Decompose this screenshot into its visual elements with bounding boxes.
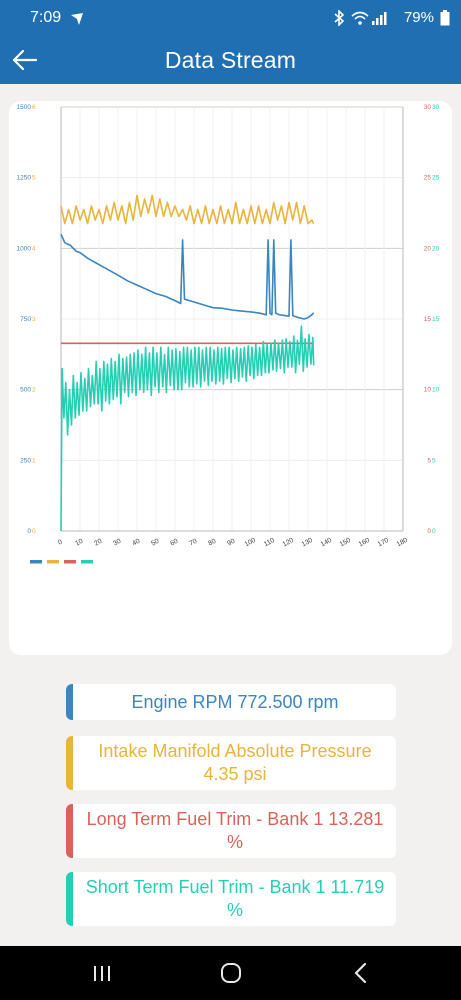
page-title: Data Stream — [164, 47, 297, 73]
reading-color-bar — [66, 736, 73, 790]
legend-swatch-map — [47, 560, 59, 564]
series-line-rpm — [60, 233, 315, 320]
x-tick-label: 170 — [377, 537, 390, 549]
y-tick-label-left-1: 750 — [20, 316, 31, 323]
x-tick-label: 90 — [226, 538, 236, 548]
legend-swatch-ltft — [64, 560, 76, 564]
x-tick-label: 140 — [320, 537, 333, 549]
y-tick-label-left-1: 250 — [20, 457, 31, 464]
wifi-icon — [351, 11, 369, 25]
x-tick-label: 30 — [112, 538, 122, 548]
series-line-stft — [60, 325, 315, 532]
y-tick-label-left-2: 6 — [32, 104, 36, 111]
y-tick-label-left-1: 0 — [27, 528, 31, 535]
app-bar: Data Stream — [0, 36, 461, 84]
x-tick-label: 50 — [150, 538, 160, 548]
y-tick-label-right-2: 10 — [432, 387, 440, 394]
y-tick-label-right-2: 20 — [432, 245, 440, 252]
x-tick-label: 60 — [169, 538, 179, 548]
back-icon[interactable] — [346, 958, 376, 988]
x-tick-label: 120 — [282, 537, 295, 549]
battery-icon — [440, 10, 450, 26]
y-tick-label-right-1: 5 — [427, 457, 431, 464]
recent-apps-icon[interactable] — [87, 958, 117, 988]
reading-long-term-fuel-trim[interactable]: Long Term Fuel Trim - Bank 1 13.281 % — [66, 804, 396, 858]
y-tick-label-left-2: 4 — [32, 245, 36, 252]
reading-label: Short Term Fuel Trim - Bank 1 11.719 % — [85, 877, 385, 920]
y-tick-label-right-1: 30 — [424, 104, 432, 111]
y-tick-label-right-2: 30 — [432, 104, 440, 111]
y-tick-label-right-1: 20 — [424, 245, 432, 252]
battery-percent: 79% — [403, 9, 434, 26]
y-tick-label-left-1: 1000 — [17, 245, 32, 252]
reading-label: Intake Manifold Absolute Pressure 4.35 p… — [98, 741, 372, 784]
reading-intake-manifold-pressure[interactable]: Intake Manifold Absolute Pressure 4.35 p… — [66, 736, 396, 790]
series-line-map — [60, 194, 315, 225]
x-tick-label: 10 — [74, 538, 84, 548]
x-tick-label: 150 — [339, 537, 352, 549]
chart-card: 0 0 0 0 250 1 5 5 500 2 10 10 750 3 15 15 1000 4 20 20 1250 5… — [9, 101, 452, 655]
reading-label: Engine RPM 772.500 rpm — [131, 691, 339, 712]
arrow-left-icon[interactable] — [10, 44, 42, 76]
y-tick-label-right-1: 0 — [427, 528, 431, 535]
reading-rpm[interactable]: Engine RPM 772.500 rpm — [66, 684, 396, 720]
reading-label: Long Term Fuel Trim - Bank 1 13.281 % — [86, 809, 384, 852]
x-tick-label: 100 — [244, 537, 257, 549]
y-tick-label-right-1: 25 — [424, 175, 432, 182]
y-tick-label-left-2: 1 — [32, 457, 36, 464]
x-tick-label: 160 — [358, 537, 371, 549]
navigation-icon — [71, 13, 83, 25]
reading-color-bar — [66, 872, 73, 926]
system-nav-bar — [0, 946, 461, 1000]
legend-swatch-stft — [81, 560, 93, 564]
status-time: 7:09 — [30, 9, 62, 26]
reading-color-bar — [66, 804, 73, 858]
signal-icon — [372, 12, 387, 25]
y-tick-label-right-2: 25 — [432, 175, 440, 182]
reading-short-term-fuel-trim[interactable]: Short Term Fuel Trim - Bank 1 11.719 % — [66, 872, 396, 926]
y-tick-label-left-2: 2 — [32, 387, 36, 394]
x-tick-label: 80 — [207, 538, 217, 548]
x-tick-label: 0 — [57, 539, 64, 547]
bluetooth-icon — [334, 10, 345, 26]
y-tick-label-left-1: 1500 — [17, 104, 32, 111]
x-tick-label: 70 — [188, 538, 198, 548]
x-tick-label: 110 — [263, 537, 276, 548]
x-tick-label: 20 — [93, 538, 103, 548]
y-tick-label-left-1: 1250 — [17, 175, 32, 182]
reading-color-bar — [66, 684, 73, 720]
x-tick-label: 40 — [131, 538, 141, 548]
y-tick-label-right-2: 15 — [432, 316, 440, 323]
status-bar: 7:09 79% — [0, 0, 461, 36]
y-tick-label-right-1: 15 — [424, 316, 432, 323]
y-tick-label-right-1: 10 — [424, 387, 432, 394]
y-tick-label-left-2: 5 — [32, 175, 36, 182]
legend-swatch-rpm — [30, 560, 42, 564]
y-tick-label-left-1: 500 — [20, 387, 31, 394]
x-tick-label: 130 — [301, 537, 314, 549]
y-tick-label-right-2: 0 — [432, 528, 436, 535]
x-tick-label: 180 — [396, 537, 409, 549]
home-icon[interactable] — [216, 958, 246, 988]
y-tick-label-left-2: 3 — [32, 316, 36, 323]
y-tick-label-left-2: 0 — [32, 528, 36, 535]
y-tick-label-right-2: 5 — [432, 457, 436, 464]
